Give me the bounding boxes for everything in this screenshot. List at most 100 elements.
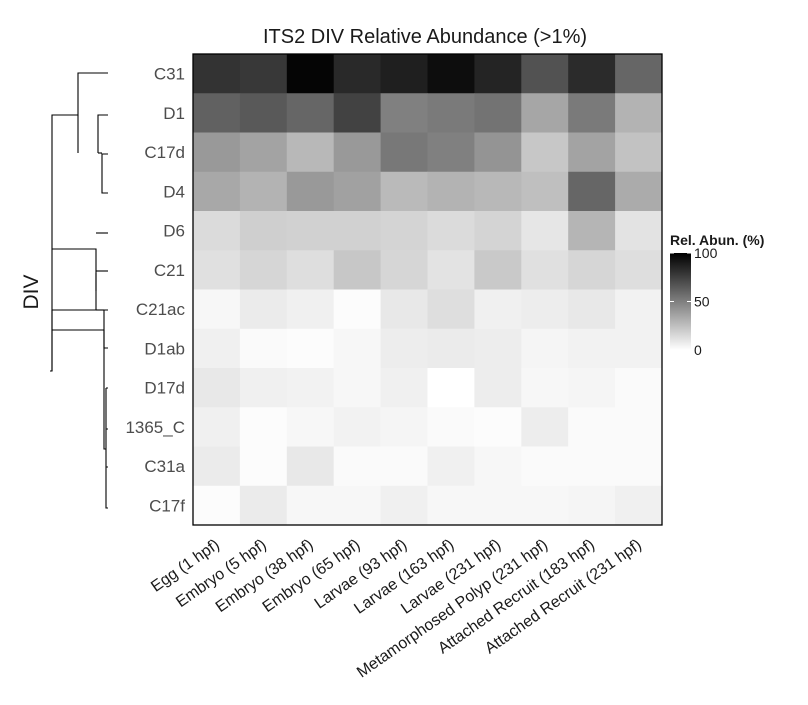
row-label: C17f bbox=[149, 496, 185, 515]
row-labels: C31 D1 C17d D4 D6 C21 C21ac D1ab D17d 1365_C C31a C… bbox=[125, 65, 185, 516]
heatmap-cell bbox=[568, 211, 616, 251]
heatmap-cell bbox=[568, 407, 616, 447]
heatmap-cell bbox=[474, 132, 522, 173]
heatmap-cell bbox=[239, 54, 288, 94]
heatmap-cell bbox=[380, 289, 428, 330]
heatmap-cell bbox=[474, 289, 522, 330]
heatmap-cell bbox=[568, 250, 616, 290]
heatmap-cell bbox=[380, 446, 428, 487]
row-label: D6 bbox=[163, 222, 185, 241]
heatmap-cell bbox=[193, 328, 241, 369]
heatmap-cell bbox=[521, 407, 569, 447]
heatmap-cell bbox=[474, 211, 522, 251]
heatmap-cell bbox=[615, 250, 663, 290]
heatmap-cell bbox=[286, 171, 335, 212]
heatmap-cell bbox=[239, 171, 288, 212]
heatmap-cell bbox=[615, 54, 663, 94]
heatmap-cell bbox=[521, 211, 569, 251]
heatmap-cell bbox=[615, 171, 663, 212]
heatmap-cell bbox=[193, 54, 241, 94]
heatmap-cell bbox=[286, 368, 335, 408]
heatmap-cell bbox=[427, 446, 475, 487]
heatmap-cell bbox=[286, 289, 335, 330]
heatmap-cell bbox=[239, 289, 288, 330]
heatmap-cell bbox=[239, 211, 288, 251]
heatmap-cell bbox=[427, 407, 475, 447]
heatmap-cell bbox=[286, 211, 335, 251]
heatmap-cell bbox=[380, 132, 428, 173]
heatmap-cell bbox=[521, 54, 569, 94]
heatmap-cell bbox=[615, 328, 663, 369]
heatmap-cell bbox=[427, 171, 475, 212]
heatmap-cell bbox=[521, 368, 569, 408]
heatmap-cell bbox=[193, 485, 241, 526]
heatmap-cell bbox=[333, 407, 382, 447]
heatmap-cell bbox=[380, 171, 428, 212]
heatmap-cell bbox=[474, 407, 522, 447]
heatmap-cell bbox=[333, 289, 382, 330]
heatmap-cell bbox=[333, 485, 382, 526]
heatmap-cell bbox=[239, 407, 288, 447]
heatmap-cell bbox=[286, 485, 335, 526]
heatmap-cell bbox=[380, 93, 428, 133]
plot-panel-border bbox=[192, 53, 663, 526]
heatmap-cell bbox=[286, 250, 335, 290]
heatmap-cell bbox=[521, 446, 569, 487]
heatmap-cell bbox=[474, 328, 522, 369]
legend-tick-label: 100 bbox=[694, 245, 718, 261]
heatmap-cell bbox=[286, 446, 335, 487]
heatmap-cell bbox=[427, 368, 475, 408]
heatmap-cell bbox=[427, 132, 475, 173]
heatmap-cell bbox=[239, 446, 288, 487]
heatmap-cell bbox=[333, 93, 382, 133]
row-label: C17d bbox=[144, 143, 185, 162]
heatmap-cell bbox=[427, 328, 475, 369]
heatmap-cell bbox=[333, 446, 382, 487]
heatmap-cell bbox=[427, 485, 475, 526]
heatmap-cell bbox=[193, 289, 241, 330]
heatmap-cell bbox=[193, 407, 241, 447]
heatmap-cell bbox=[427, 93, 475, 133]
heatmap-cell bbox=[239, 485, 288, 526]
row-label: C21 bbox=[154, 261, 185, 280]
heatmap-cell bbox=[427, 250, 475, 290]
heatmap-cell bbox=[521, 171, 569, 212]
heatmap-cell bbox=[521, 250, 569, 290]
heatmap-cell bbox=[333, 368, 382, 408]
heatmap-cell bbox=[568, 446, 616, 487]
heatmap-cell bbox=[521, 289, 569, 330]
heatmap-cell bbox=[568, 328, 616, 369]
row-label: D1ab bbox=[144, 339, 185, 358]
heatmap-cells bbox=[193, 54, 663, 526]
row-label: C31 bbox=[154, 65, 185, 84]
heatmap-cell bbox=[380, 368, 428, 408]
heatmap-cell bbox=[474, 250, 522, 290]
column-labels: Egg (1 hpf)Embryo (5 hpf)Embryo (38 hpf)… bbox=[148, 536, 645, 681]
heatmap-cell bbox=[427, 289, 475, 330]
heatmap-cell bbox=[568, 485, 616, 526]
heatmap-cell bbox=[615, 93, 663, 133]
heatmap-cell bbox=[615, 446, 663, 487]
heatmap-cell bbox=[568, 171, 616, 212]
heatmap-cell bbox=[474, 446, 522, 487]
heatmap-cell bbox=[474, 54, 522, 94]
heatmap-cell bbox=[193, 171, 241, 212]
legend-ticks: 0 50 100 bbox=[670, 245, 718, 358]
heatmap-cell bbox=[286, 54, 335, 94]
heatmap-cell bbox=[286, 407, 335, 447]
heatmap-cell bbox=[615, 289, 663, 330]
chart-title: ITS2 DIV Relative Abundance (>1%) bbox=[263, 26, 587, 48]
heatmap-cell bbox=[380, 211, 428, 251]
heatmap-cell bbox=[193, 93, 241, 133]
heatmap-cell bbox=[568, 289, 616, 330]
heatmap-cell bbox=[474, 93, 522, 133]
heatmap-cell bbox=[333, 132, 382, 173]
heatmap-cell bbox=[615, 407, 663, 447]
heatmap-cell bbox=[286, 93, 335, 133]
heatmap-cell bbox=[239, 328, 288, 369]
heatmap-cell bbox=[239, 132, 288, 173]
row-dendrogram bbox=[50, 72, 108, 509]
heatmap-cell bbox=[193, 368, 241, 408]
row-label: C21ac bbox=[136, 300, 186, 319]
